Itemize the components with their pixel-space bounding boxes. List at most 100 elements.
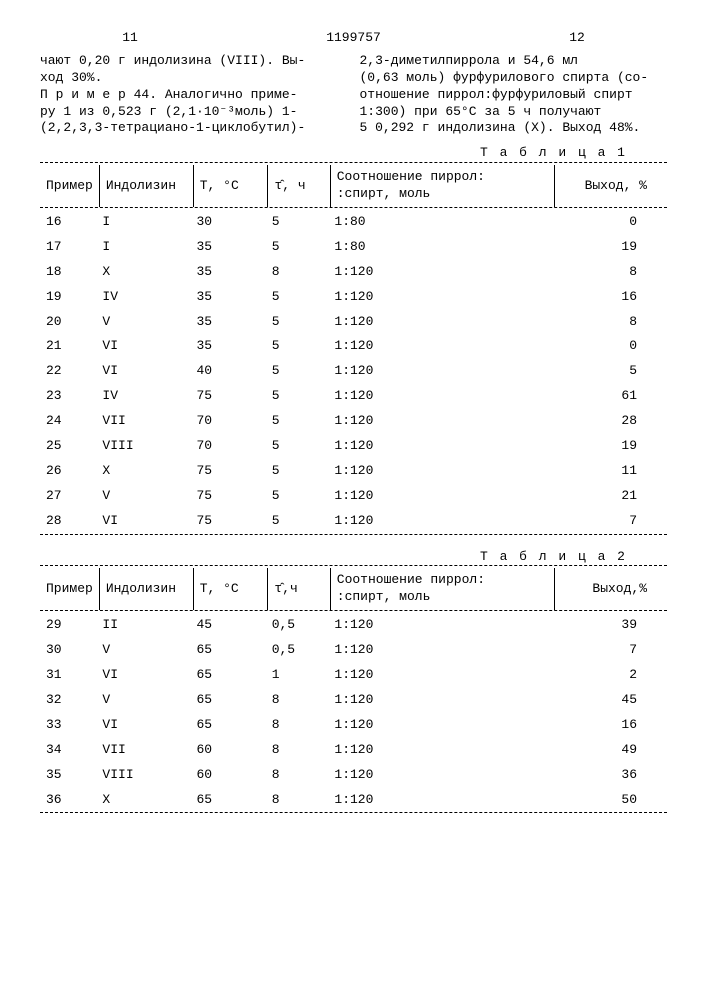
col-header: Выход,% (554, 568, 667, 610)
table2-bottom-rule (40, 812, 667, 813)
table-row: 25VIII7051:12019 (40, 434, 667, 459)
table-cell: 19 (40, 285, 96, 310)
table-cell: 1:120 (328, 688, 554, 713)
left-column: чают 0,20 г индолизина (VIII). Вы- ход 3… (40, 53, 348, 137)
table-cell: VII (96, 738, 190, 763)
table-row: 22VI4051:1205 (40, 359, 667, 384)
table-cell: 1:120 (328, 310, 554, 335)
table-cell: 8 (266, 788, 329, 813)
table-row: 27V7551:12021 (40, 484, 667, 509)
table-cell: 1:120 (328, 788, 554, 813)
table-cell: 5 (266, 384, 329, 409)
table-cell: 65 (190, 713, 265, 738)
table-cell: 75 (190, 509, 265, 534)
table-cell: 20 (40, 310, 96, 335)
table-cell: 19 (554, 235, 667, 260)
table-cell: 40 (190, 359, 265, 384)
table-cell: V (96, 310, 190, 335)
table-cell: 1:120 (328, 359, 554, 384)
table-cell: II (96, 613, 190, 638)
table-cell: 16 (554, 285, 667, 310)
table-cell: 45 (190, 613, 265, 638)
table-cell: 61 (554, 384, 667, 409)
table1-header-row: Пример Индолизин Т, °С τ̂, ч Соотношение… (40, 165, 667, 207)
table-cell: 1:120 (328, 384, 554, 409)
col-header: Индолизин (99, 568, 193, 610)
table-cell: 5 (266, 310, 329, 335)
table-cell: 29 (40, 613, 96, 638)
table-cell: 5 (266, 235, 329, 260)
table-cell: 65 (190, 638, 265, 663)
table-cell: 8 (554, 260, 667, 285)
table2-body: 29II450,51:1203930V650,51:120731VI6511:1… (40, 613, 667, 812)
paragraph: П р и м е р 44. Аналогично приме- ру 1 и… (40, 87, 348, 138)
table-cell: 1:120 (328, 409, 554, 434)
table-cell: 36 (40, 788, 96, 813)
table-cell: 8 (266, 763, 329, 788)
col-header: Соотношение пиррол: :спирт, моль (330, 165, 554, 207)
col-header: Индолизин (99, 165, 193, 207)
table-cell: 18 (40, 260, 96, 285)
table2-header-rule (40, 610, 667, 611)
table-row: 17I3551:8019 (40, 235, 667, 260)
table-cell: 36 (554, 763, 667, 788)
col-header: Т, °С (193, 165, 268, 207)
table-cell: 1:80 (328, 235, 554, 260)
table-row: 24VII7051:12028 (40, 409, 667, 434)
col-header: Соотношение пиррол: :спирт, моль (330, 568, 554, 610)
table-cell: VII (96, 409, 190, 434)
table2-header-row: Пример Индолизин Т, °С τ̂,ч Соотношение … (40, 568, 667, 610)
table-cell: VI (96, 713, 190, 738)
table-cell: 1:120 (328, 763, 554, 788)
table-cell: X (96, 459, 190, 484)
table-cell: 5 (266, 409, 329, 434)
table-row: 26X7551:12011 (40, 459, 667, 484)
table-cell: 35 (190, 235, 265, 260)
table-cell: 1 (266, 663, 329, 688)
table-cell: 19 (554, 434, 667, 459)
table-row: 35VIII6081:12036 (40, 763, 667, 788)
table-cell: 1:120 (328, 285, 554, 310)
table-cell: 1:120 (328, 713, 554, 738)
table-cell: 8 (266, 260, 329, 285)
table-cell: 65 (190, 688, 265, 713)
table-cell: 8 (266, 713, 329, 738)
table-cell: 1:120 (328, 434, 554, 459)
table-row: 31VI6511:1202 (40, 663, 667, 688)
table-cell: 70 (190, 434, 265, 459)
table-cell: 0 (554, 210, 667, 235)
table-row: 34VII6081:12049 (40, 738, 667, 763)
table-cell: 49 (554, 738, 667, 763)
table-row: 36X6581:12050 (40, 788, 667, 813)
table-cell: 28 (554, 409, 667, 434)
table-cell: 1:120 (328, 459, 554, 484)
table-cell: 35 (190, 334, 265, 359)
table-cell: 1:120 (328, 738, 554, 763)
table-cell: 65 (190, 788, 265, 813)
table1-top-rule (40, 162, 667, 163)
document-number: 1199757 (220, 30, 487, 47)
table-cell: 5 (266, 210, 329, 235)
table-cell: I (96, 210, 190, 235)
table-cell: 1:120 (328, 613, 554, 638)
table-cell: 16 (40, 210, 96, 235)
table-cell: 11 (554, 459, 667, 484)
table-cell: I (96, 235, 190, 260)
table-cell: 5 (266, 484, 329, 509)
table-row: 30V650,51:1207 (40, 638, 667, 663)
page-number-left: 11 (40, 30, 220, 47)
table-cell: 1:120 (328, 663, 554, 688)
table-cell: 5 (266, 285, 329, 310)
table2-title: Т а б л и ц а 2 (40, 549, 627, 566)
col-header: τ̂, ч (268, 165, 330, 207)
table-cell: 5 (266, 434, 329, 459)
table-cell: V (96, 638, 190, 663)
table-cell: 60 (190, 738, 265, 763)
table-cell: 75 (190, 384, 265, 409)
table-row: 33VI6581:12016 (40, 713, 667, 738)
paragraph: чают 0,20 г индолизина (VIII). Вы- ход 3… (40, 53, 348, 87)
table-row: 18X3581:1208 (40, 260, 667, 285)
page-header: 11 1199757 12 (40, 30, 667, 47)
table-cell: 0,5 (266, 613, 329, 638)
table1-header-rule (40, 207, 667, 208)
